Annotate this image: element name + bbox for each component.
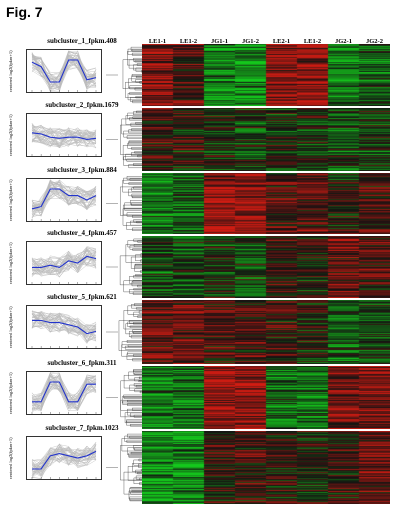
gene-profile-line — [31, 443, 97, 470]
gene-profile-line — [31, 375, 97, 410]
gene-profile-line — [31, 135, 97, 147]
gene-profile-line — [31, 376, 97, 410]
gene-profile-line — [31, 128, 97, 145]
gene-profile-line — [31, 254, 97, 272]
gene-profile-line — [31, 449, 97, 469]
subcluster-title: subcluster_6_fpkm.311 — [47, 359, 117, 367]
gene-profile-line — [31, 55, 97, 92]
gene-profile-line — [31, 257, 97, 273]
gene-profile-line — [31, 319, 97, 333]
gene-profile-line — [31, 257, 97, 272]
gene-profile-line — [31, 449, 97, 476]
gene-profile-line — [31, 311, 97, 342]
column-header: LE1-2 — [179, 38, 198, 45]
subcluster-line-plot — [26, 113, 102, 157]
gene-profile-line — [31, 258, 97, 277]
gene-profile-line — [31, 447, 97, 474]
subcluster-line-plot — [26, 241, 102, 285]
subcluster-title: subcluster_4_fpkm.457 — [47, 229, 117, 237]
subcluster-line-plot — [26, 436, 102, 480]
column-header: JG1-1 — [211, 38, 228, 45]
gene-profile-line — [31, 254, 97, 278]
heatmap-panel — [142, 431, 390, 504]
gene-profile-line — [31, 310, 97, 342]
gene-profile-line — [31, 126, 97, 142]
gene-profile-line — [31, 182, 97, 216]
column-header: JG2-2 — [366, 38, 383, 45]
heatmap-panel — [142, 173, 390, 234]
mean-trend-line — [31, 188, 97, 210]
mean-trend-line — [31, 59, 97, 83]
gene-profile-line — [31, 246, 97, 272]
row-dendrogram — [106, 46, 142, 502]
gene-profile-line — [31, 129, 97, 146]
y-axis-label: centered log2(fpkm+1) — [8, 114, 13, 156]
y-axis-label: centered log2(fpkm+1) — [8, 372, 13, 414]
heatmap-panel — [142, 236, 390, 298]
column-header: JG2-1 — [335, 38, 352, 45]
gene-profile-line — [31, 251, 97, 271]
subcluster-title: subcluster_2_fpkm.1679 — [45, 101, 119, 109]
subcluster-line-plot — [26, 178, 102, 222]
gene-profile-line — [31, 317, 97, 335]
gene-profile-line — [31, 182, 97, 208]
gene-profile-line — [31, 315, 97, 337]
gene-profile-line — [31, 127, 97, 148]
mean-trend-line — [32, 319, 97, 335]
gene-profile-line — [31, 50, 97, 89]
y-axis-label: centered log2(fpkm+1) — [8, 306, 13, 348]
heatmap-panel — [142, 108, 390, 171]
subcluster-line-plot — [26, 49, 102, 93]
column-header: LE1-1 — [148, 38, 167, 45]
column-header: LE2-1 — [272, 38, 291, 45]
gene-profile-line — [31, 318, 97, 344]
gene-profile-line — [31, 127, 97, 141]
subcluster-title: subcluster_5_fpkm.621 — [47, 293, 117, 301]
mean-trend-line — [32, 381, 96, 403]
y-axis-label: centered log2(fpkm+1) — [8, 437, 13, 479]
mean-trend-line — [32, 450, 97, 470]
heatmap-panel — [142, 44, 390, 106]
gene-profile-line — [31, 311, 97, 331]
y-axis-label: centered log2(fpkm+1) — [8, 179, 13, 221]
gene-profile-line — [31, 130, 97, 148]
figure-title: Fig. 7 — [6, 4, 43, 20]
gene-profile-line — [31, 374, 97, 412]
subcluster-title: subcluster_3_fpkm.884 — [47, 166, 117, 174]
mean-trend-line — [31, 132, 97, 140]
gene-profile-line — [31, 128, 97, 147]
gene-profile-line — [31, 131, 97, 147]
subcluster-line-plot — [26, 371, 102, 415]
y-axis-label: centered log2(fpkm+1) — [8, 50, 13, 92]
mean-trend-line — [32, 255, 97, 268]
column-header: LE1-2 — [303, 38, 322, 45]
heatmap-panel — [142, 366, 390, 429]
subcluster-title: subcluster_1_fpkm.408 — [47, 37, 117, 45]
gene-profile-line — [31, 252, 97, 265]
gene-profile-line — [31, 253, 97, 273]
gene-profile-line — [31, 377, 97, 403]
column-header: JG1-2 — [242, 38, 259, 45]
gene-profile-line — [31, 444, 97, 475]
gene-profile-line — [31, 450, 97, 469]
subcluster-line-plot — [26, 305, 102, 349]
gene-profile-line — [31, 181, 97, 211]
gene-profile-line — [31, 447, 97, 477]
gene-profile-line — [31, 372, 97, 412]
gene-profile-line — [31, 246, 97, 276]
y-axis-label: centered log2(fpkm+1) — [8, 242, 13, 284]
gene-profile-line — [31, 250, 97, 274]
subcluster-title: subcluster_7_fpkm.1023 — [45, 424, 119, 432]
gene-profile-line — [31, 313, 97, 337]
gene-profile-line — [31, 54, 97, 84]
heatmap-panel — [142, 300, 390, 364]
gene-profile-line — [31, 55, 97, 86]
